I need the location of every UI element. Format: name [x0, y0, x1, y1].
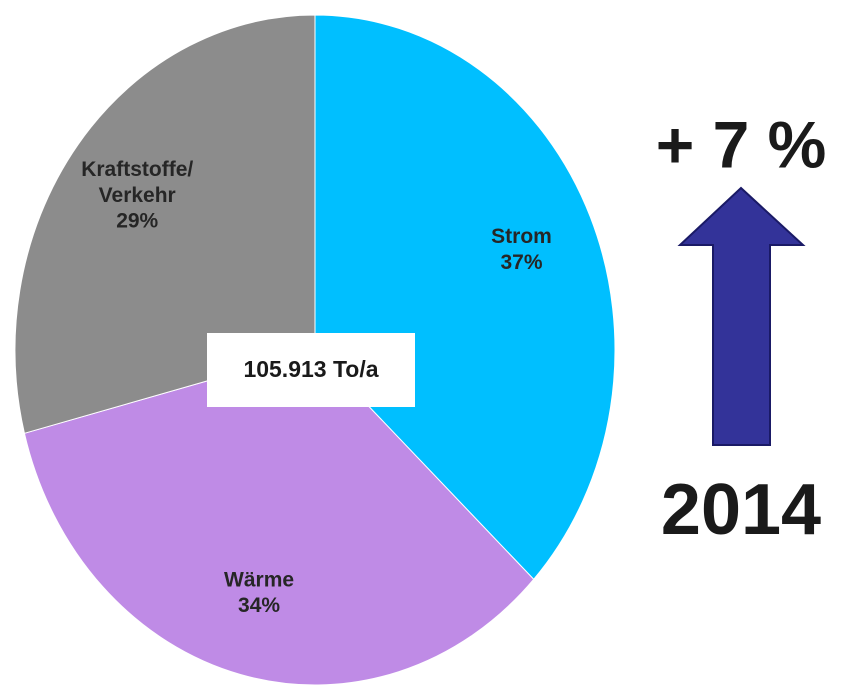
change-label: + 7 % — [656, 107, 827, 181]
slice-value-label: 29% — [116, 210, 158, 233]
pie-slice — [314, 14, 616, 581]
pie — [14, 14, 616, 686]
pie-slice — [23, 349, 535, 686]
slice-name: Kraftstoffe/Verkehr — [81, 158, 193, 207]
slice-name: Strom — [491, 225, 552, 248]
year-label: 2014 — [661, 470, 821, 550]
up-arrow — [677, 186, 806, 446]
center-label-box — [207, 333, 415, 407]
slice-name: Wärme — [224, 568, 294, 591]
pie-slice — [14, 14, 316, 434]
slice-value-label: 37% — [500, 251, 542, 274]
slice-value-label: 34% — [238, 594, 280, 617]
center-label: 105.913 To/a — [243, 356, 378, 382]
